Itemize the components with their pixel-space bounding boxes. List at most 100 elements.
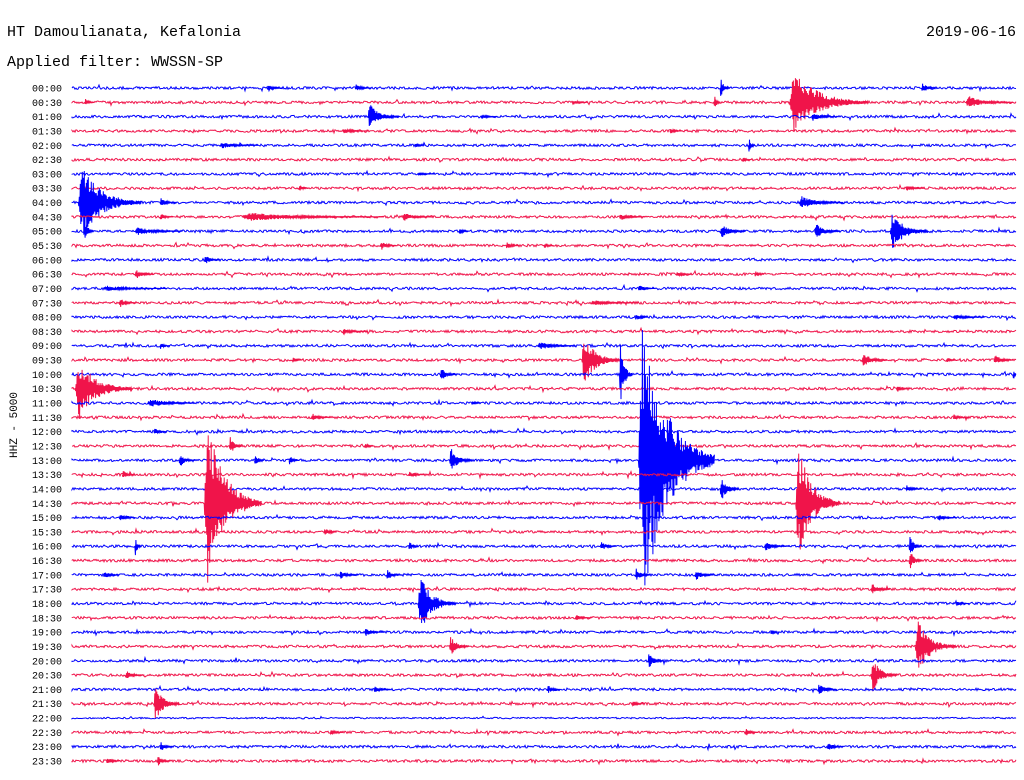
event-waveform: [77, 170, 142, 235]
event-waveform: [870, 584, 891, 594]
event-waveform: [354, 84, 372, 91]
event-waveform: [908, 554, 923, 569]
event-waveform: [993, 355, 1014, 363]
trace-line: [71, 627, 1017, 638]
event-waveform: [719, 79, 731, 96]
trace-line: [71, 655, 1017, 666]
event-waveform: [914, 621, 957, 668]
event-waveform: [379, 242, 397, 250]
time-tick-label: 06:00: [32, 256, 62, 267]
time-tick-label: 12:00: [32, 428, 62, 439]
time-tick-label: 10:00: [32, 371, 62, 382]
event-waveform: [367, 105, 400, 127]
trace-line: [71, 427, 1017, 436]
time-tick-label: 08:00: [32, 314, 62, 325]
event-waveform: [889, 214, 929, 248]
time-tick-label: 02:00: [32, 142, 62, 153]
event-waveform: [634, 314, 649, 320]
event-waveform: [329, 729, 344, 736]
event-waveform: [159, 214, 174, 220]
time-tick-label: 23:30: [32, 758, 62, 769]
event-waveform: [298, 185, 309, 191]
trace-line: [71, 412, 1017, 422]
trace-line: [71, 255, 1017, 264]
event-waveform: [401, 214, 435, 221]
time-tick-label: 05:30: [32, 242, 62, 253]
trace-line: [71, 757, 1017, 766]
event-waveform: [631, 700, 646, 708]
trace-line: [71, 226, 1017, 236]
event-waveform: [364, 443, 375, 449]
event-waveform: [537, 342, 576, 350]
event-waveform: [147, 400, 196, 407]
time-tick-label: 16:00: [32, 543, 62, 554]
trace-line: [71, 715, 1017, 720]
time-tick-label: 10:30: [32, 385, 62, 396]
time-tick-label: 14:00: [32, 485, 62, 496]
event-waveform: [669, 128, 684, 134]
time-tick-label: 17:00: [32, 571, 62, 582]
trace-line: [71, 684, 1017, 694]
time-tick-group: 00:00 00:30 01:00 01:30 02:00 02:30 03:00 03:30…: [32, 85, 62, 769]
event-waveform: [713, 96, 721, 107]
trace-line: [71, 355, 1017, 365]
event-waveform: [480, 114, 498, 120]
event-waveform: [744, 728, 759, 736]
event-waveform: [386, 570, 401, 579]
time-tick-label: 11:00: [32, 400, 62, 411]
event-waveform: [364, 629, 384, 636]
trace-line: [71, 326, 1017, 336]
event-waveform: [637, 329, 715, 586]
trace-line: [71, 126, 1017, 135]
event-waveform: [814, 224, 841, 237]
event-waveform: [408, 542, 419, 550]
trace-line: [71, 112, 1017, 122]
trace-line: [71, 241, 1017, 250]
trace-line: [71, 442, 1017, 451]
event-waveform: [323, 529, 337, 535]
time-tick-label: 23:00: [32, 743, 62, 754]
trace-line: [71, 398, 1017, 408]
event-waveform: [895, 386, 910, 392]
event-waveform: [153, 428, 167, 435]
event-waveform: [965, 96, 1014, 107]
y-axis-label: HHZ - 5000: [9, 392, 21, 458]
trace-line: [71, 455, 1017, 466]
event-waveform: [763, 542, 790, 551]
event-waveform: [103, 285, 167, 292]
event-waveform: [414, 142, 425, 148]
time-tick-label: 13:30: [32, 471, 62, 482]
trace-line: [71, 183, 1017, 193]
time-tick-label: 14:30: [32, 500, 62, 511]
event-waveform: [84, 225, 95, 238]
time-tick-label: 17:30: [32, 586, 62, 597]
event-waveform: [748, 139, 756, 152]
time-tick-label: 21:30: [32, 700, 62, 711]
event-waveform: [121, 471, 136, 478]
event-waveform: [417, 171, 435, 176]
time-tick-label: 19:30: [32, 643, 62, 654]
time-tick-label: 07:00: [32, 285, 62, 296]
time-tick-label: 15:30: [32, 528, 62, 539]
time-tick-label: 11:30: [32, 414, 62, 425]
time-tick-label: 19:00: [32, 629, 62, 640]
event-waveform: [106, 758, 120, 764]
event-waveform: [342, 127, 369, 134]
event-waveform: [575, 615, 592, 620]
trace-line: [71, 269, 1017, 279]
trace-line: [71, 699, 1017, 709]
event-waveform: [788, 78, 869, 132]
event-waveform: [811, 113, 838, 121]
time-tick-label: 01:00: [32, 113, 62, 124]
event-waveform: [694, 572, 715, 580]
time-tick-label: 18:00: [32, 600, 62, 611]
time-tick-label: 05:00: [32, 228, 62, 239]
event-waveform: [770, 630, 781, 636]
event-waveform: [288, 457, 299, 465]
event-waveform: [637, 285, 655, 291]
event-waveform: [905, 185, 925, 191]
time-tick-label: 12:30: [32, 443, 62, 454]
time-tick-label: 01:30: [32, 128, 62, 139]
event-waveform: [219, 142, 259, 149]
event-waveform: [952, 313, 985, 320]
